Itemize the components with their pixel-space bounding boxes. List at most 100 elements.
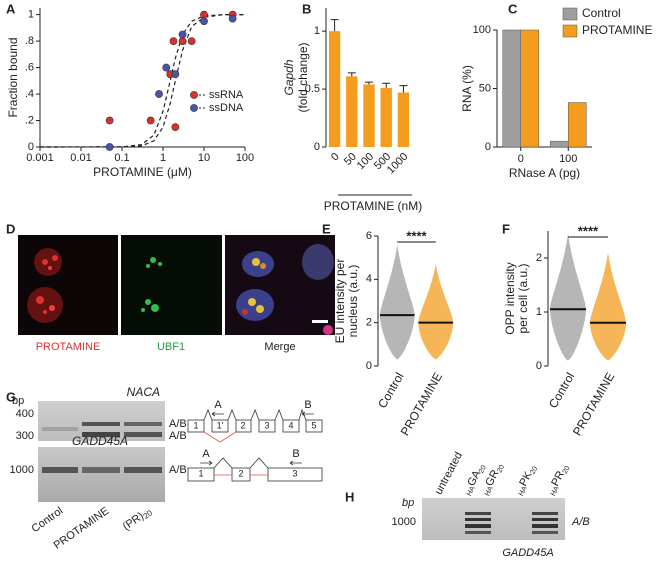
primer-label: B <box>292 448 299 460</box>
data-point <box>178 30 187 39</box>
band-label: A/B <box>169 430 187 442</box>
exon-label: 1 <box>193 420 198 430</box>
data-point <box>105 143 114 151</box>
exon-label: 3 <box>292 468 297 478</box>
data-point <box>155 90 163 98</box>
band-label: A/B <box>169 418 187 430</box>
image-label: PROTAMINE <box>36 341 101 353</box>
y-tick-label: 50 <box>479 82 491 94</box>
image-protamine <box>18 235 118 335</box>
y-tick-label: .8 <box>25 35 34 47</box>
exon-label: 3 <box>264 420 269 430</box>
data-point <box>146 116 155 125</box>
bar <box>363 84 375 147</box>
data-point <box>178 37 187 45</box>
error-bar <box>365 81 373 85</box>
bar <box>346 76 358 147</box>
size-label: 1000 <box>10 464 34 476</box>
legend-marker <box>190 91 198 99</box>
size-label: 300 <box>16 430 34 442</box>
data-point <box>200 10 208 19</box>
panel-letter: B <box>302 1 311 16</box>
y-tick-label: 0 <box>366 360 372 372</box>
lane-label: (PR)20 <box>121 505 155 534</box>
panel-letter: C <box>508 1 518 16</box>
significance: **** <box>406 228 427 243</box>
x-tick-label: 0.01 <box>70 152 91 164</box>
image-label: UBF1 <box>157 341 185 353</box>
x-tick-label: 0.001 <box>26 152 54 164</box>
legend-label: ssDNA <box>209 102 244 114</box>
image-ubf1 <box>121 235 222 335</box>
band-label: A/B <box>169 464 187 476</box>
x-tick-label: Control <box>546 370 577 411</box>
primer-label: A <box>214 399 222 411</box>
lane-pre: HA <box>550 485 561 497</box>
x-tick-label: 1 <box>160 152 166 164</box>
x-tick-label: 0 <box>329 151 342 164</box>
data-point <box>162 63 171 72</box>
y-axis-label: Fraction bound <box>6 37 20 117</box>
data-point <box>228 14 237 23</box>
data-point <box>187 37 196 45</box>
gene-label: GADD45A <box>72 434 128 448</box>
size-label: 1000 <box>392 516 416 528</box>
y-axis-label: OPP intensity <box>503 262 517 334</box>
error-bar <box>330 19 339 32</box>
panel-letter: F <box>502 221 510 236</box>
legend-label: PROTAMINE <box>582 23 652 37</box>
exon-label: 2 <box>238 468 243 478</box>
y-tick-label: 0 <box>314 141 320 153</box>
x-tick-label: 100 <box>236 152 254 164</box>
bar <box>328 31 341 148</box>
legend-swatch <box>562 24 578 38</box>
lane-label: HAGA20 <box>461 462 488 498</box>
lane-pre: HA <box>466 485 477 497</box>
primer-label: A <box>202 448 210 460</box>
band-label: A/B <box>571 516 590 528</box>
panel-letter: D <box>6 221 15 236</box>
legend-swatch <box>562 7 578 21</box>
x-axis-label: RNase A (pg) <box>509 166 580 180</box>
x-tick-label: 0.1 <box>114 152 129 164</box>
distribution <box>418 264 454 360</box>
fit-curve <box>39 14 245 148</box>
x-axis-label: PROTAMINE (nM) <box>324 199 422 213</box>
lane-label: untreated <box>433 450 465 497</box>
y-tick-label: .2 <box>25 114 34 126</box>
panel-letter: E <box>322 221 331 236</box>
x-tick-label: 100 <box>559 153 577 165</box>
y-axis-label: per cell (a.u.) <box>516 263 530 333</box>
y-tick-label: 0 <box>536 360 542 372</box>
lane-sub: 20 <box>478 464 488 474</box>
primer-label: B <box>304 399 311 411</box>
x-tick-label: 0 <box>518 153 524 165</box>
lane-sub: 20 <box>529 465 539 475</box>
y-tick-label: 100 <box>473 24 491 36</box>
significance: **** <box>578 223 599 238</box>
lane-label: HAPK20 <box>513 463 540 498</box>
legend-label: Control <box>582 6 621 20</box>
legend-label: ssRNA <box>209 89 244 101</box>
bar <box>380 87 392 147</box>
bar <box>520 29 540 148</box>
data-point <box>105 116 114 125</box>
data-point <box>171 123 180 132</box>
bar <box>568 102 587 148</box>
y-tick-label: 6 <box>366 230 372 242</box>
panel-letter: A <box>6 1 16 16</box>
x-tick-label: PROTAMINE <box>570 370 617 438</box>
y-tick-label: .6 <box>25 61 34 73</box>
distribution <box>379 244 415 360</box>
gene-label: NACA <box>127 385 160 399</box>
distribution <box>550 233 586 361</box>
fit-curve <box>39 14 245 148</box>
y-tick-label: 0.5 <box>305 83 320 95</box>
y-tick-label: 1 <box>314 25 320 37</box>
y-tick-label: .4 <box>25 88 34 100</box>
exon-label: 1' <box>217 420 224 430</box>
exon-label: 1 <box>198 468 203 478</box>
bar <box>397 92 410 147</box>
